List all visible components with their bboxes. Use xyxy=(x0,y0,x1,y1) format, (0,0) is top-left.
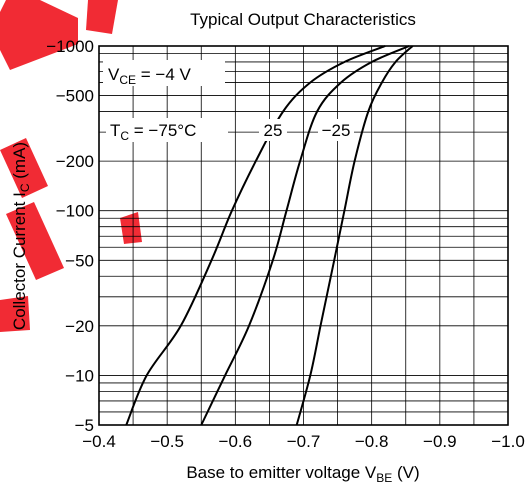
y-tick-label: −500 xyxy=(56,87,94,106)
watermark-logo xyxy=(0,0,142,332)
x-tick-label: −0.6 xyxy=(219,432,253,451)
y-tick-label: −20 xyxy=(65,317,94,336)
x-tick-label: −0.7 xyxy=(287,432,321,451)
curves xyxy=(125,45,414,426)
y-tick-label: −5 xyxy=(75,416,94,435)
x-axis-label: Base to emitter voltage VBE (V) xyxy=(186,463,419,485)
y-tick-label: −10 xyxy=(65,366,94,385)
temp-label-2: −25 xyxy=(322,121,351,140)
x-tick-label: −0.9 xyxy=(423,432,457,451)
y-tick-label: −50 xyxy=(65,251,94,270)
y-tick-label: −1000 xyxy=(46,37,94,56)
y-tick-label: −100 xyxy=(56,202,94,221)
series-line-0 xyxy=(125,45,386,426)
series-line-2 xyxy=(295,45,414,426)
temp-label-bg xyxy=(318,119,354,141)
plot-frame xyxy=(98,45,509,426)
chart-title: Typical Output Characteristics xyxy=(190,10,416,29)
y-tick-label: −200 xyxy=(56,152,94,171)
x-tick-label: −0.8 xyxy=(355,432,389,451)
temp-label-1: 25 xyxy=(264,121,283,140)
x-tick-labels: −0.4 −0.5 −0.6 −0.7 −0.8 −0.9 −1.0 xyxy=(82,432,525,451)
y-tick-labels: −5 −10 −20 −50 −100 −200 −500 −1000 xyxy=(46,37,94,435)
x-tick-label: −0.4 xyxy=(82,432,116,451)
condition-label-bg xyxy=(103,60,225,86)
condition-label: VCE = −4 V xyxy=(108,65,191,87)
temp-label-0: TC = −75°C xyxy=(110,121,196,143)
grid-lines xyxy=(99,46,508,425)
x-tick-label: −0.5 xyxy=(150,432,184,451)
temp-label-bg xyxy=(106,118,228,142)
series-line-1 xyxy=(200,45,410,426)
temp-label-bg xyxy=(259,119,287,141)
annotations: VCE = −4 V TC = −75°C 25 −25 xyxy=(103,60,354,143)
y-axis-label: Collector Current IC (mA) xyxy=(10,142,32,330)
x-tick-label: −1.0 xyxy=(491,432,525,451)
